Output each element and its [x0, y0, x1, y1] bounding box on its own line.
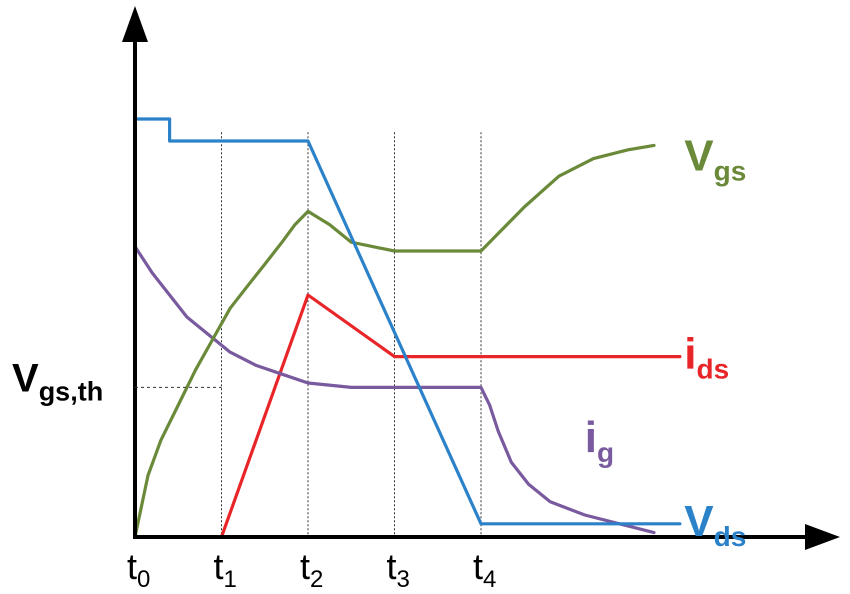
time-guides [221, 132, 482, 537]
label-ids: ids [684, 330, 729, 385]
tick-t1: t1 [214, 546, 237, 593]
series-labels: Vgs ids ig Vds [585, 132, 747, 552]
tick-t2: t2 [300, 546, 323, 593]
vgs-th-label: Vgs,th [12, 356, 103, 406]
y-axis-arrow [122, 6, 148, 42]
x-tick-labels: t0 t1 t2 t3 t4 [127, 546, 496, 593]
x-axis-arrow [805, 524, 840, 550]
label-ig: ig [585, 413, 614, 468]
curve-vds [133, 117, 682, 526]
tick-t0: t0 [127, 546, 150, 593]
y-marker-labels: Vgs,th [12, 356, 222, 406]
tick-t3: t3 [387, 546, 410, 593]
label-vgs: Vgs [684, 132, 746, 187]
label-vds: Vds [684, 497, 746, 552]
curve-ig [133, 245, 656, 535]
tick-t4: t4 [473, 546, 496, 593]
curve-vgs [133, 143, 656, 539]
axes [122, 6, 840, 550]
curves [133, 117, 682, 539]
